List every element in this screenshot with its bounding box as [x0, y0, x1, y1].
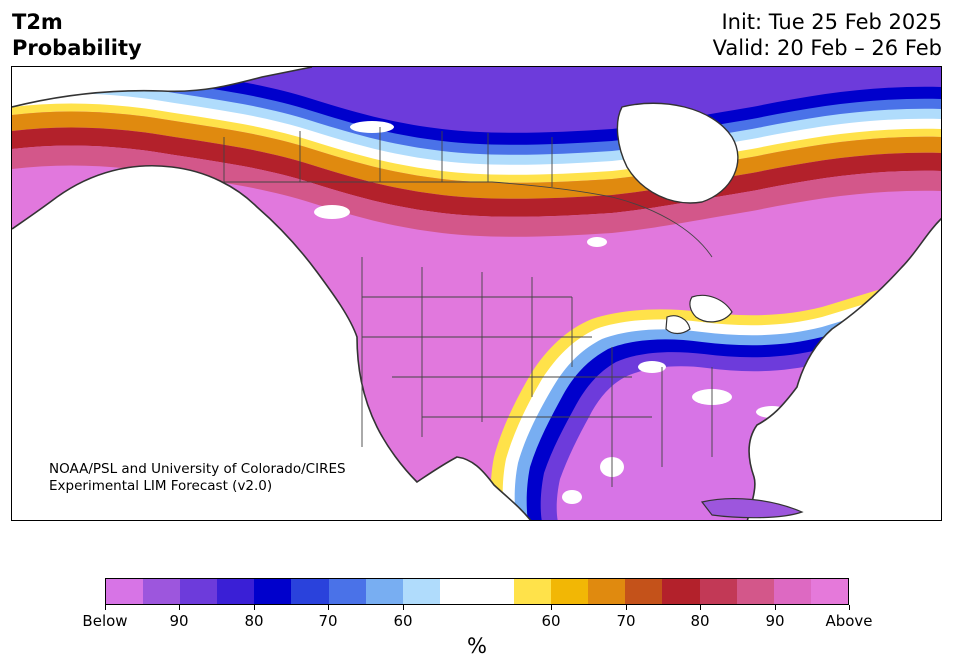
colorbar-segment — [365, 579, 403, 604]
map-svg — [12, 67, 941, 520]
colorbar-tick — [775, 605, 776, 610]
colorbar-tick-label: Below — [82, 612, 128, 630]
colorbar-tick — [105, 605, 106, 610]
valid-range: Valid: 20 Feb – 26 Feb — [712, 36, 942, 60]
colorbar-segment — [551, 579, 589, 604]
colorbar-segment — [328, 579, 366, 604]
title-product: Probability — [12, 36, 142, 60]
init-date: Init: Tue 25 Feb 2025 — [721, 10, 942, 34]
colorbar-segment — [106, 579, 144, 604]
colorbar-segment — [291, 579, 329, 604]
colorbar-segment — [625, 579, 663, 604]
colorbar-segment — [699, 579, 737, 604]
colorbar-tick-label: 90 — [169, 612, 189, 630]
colorbar-tick — [551, 605, 552, 610]
colorbar-tick-label: 60 — [393, 612, 413, 630]
colorbar-tick — [626, 605, 627, 610]
colorbar-tick — [179, 605, 180, 610]
colorbar-tick-label: 80 — [690, 612, 710, 630]
title-variable: T2m — [12, 10, 63, 34]
chart-title: T2m Probability — [12, 9, 142, 61]
colorbar-tick-label: Above — [825, 612, 873, 630]
colorbar-segment — [217, 579, 255, 604]
colorbar-tick — [849, 605, 850, 610]
colorbar-segment — [514, 579, 552, 604]
colorbar-segment — [773, 579, 811, 604]
colorbar-segment — [254, 579, 292, 604]
colorbar-segment — [810, 579, 848, 604]
colorbar-tick-label: 70 — [318, 612, 338, 630]
colorbar-tick — [328, 605, 329, 610]
colorbar-tick — [254, 605, 255, 610]
probability-map[interactable] — [11, 66, 942, 521]
colorbar-tick-label: 60 — [541, 612, 561, 630]
colorbar-segment — [180, 579, 218, 604]
colorbar-unit: % — [467, 634, 487, 658]
forecast-dates: Init: Tue 25 Feb 2025 Valid: 20 Feb – 26… — [713, 9, 942, 61]
credit-line-1: NOAA/PSL and University of Colorado/CIRE… — [49, 461, 346, 477]
colorbar-segment — [439, 579, 477, 604]
credit: NOAA/PSL and University of Colorado/CIRE… — [49, 461, 346, 495]
colorbar-segment — [662, 579, 700, 604]
credit-line-2: Experimental LIM Forecast (v2.0) — [49, 478, 273, 494]
colorbar-tick-label: 90 — [765, 612, 785, 630]
colorbar-segment — [402, 579, 440, 604]
colorbar-segment — [588, 579, 626, 604]
colorbar-tick — [700, 605, 701, 610]
colorbar-segment — [476, 579, 515, 604]
colorbar-tick-label: 70 — [616, 612, 636, 630]
political-borders — [223, 127, 713, 487]
colorbar-tick — [403, 605, 404, 610]
colorbar-segment — [736, 579, 774, 604]
colorbar — [105, 578, 849, 605]
colorbar-tick-label: 80 — [244, 612, 264, 630]
colorbar-segment — [143, 579, 181, 604]
